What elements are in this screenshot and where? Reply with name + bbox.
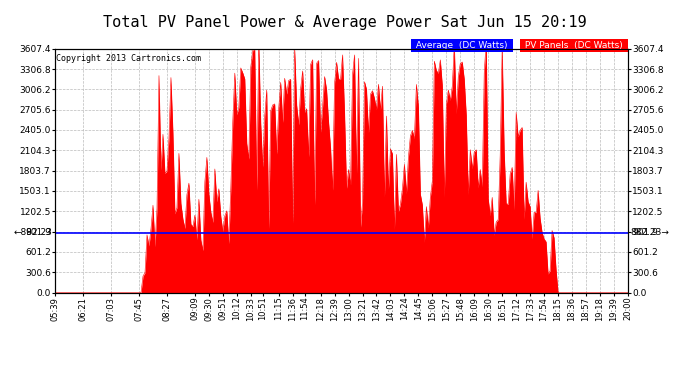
Text: 882.23→: 882.23→ (631, 228, 669, 237)
Text: PV Panels  (DC Watts): PV Panels (DC Watts) (522, 40, 626, 50)
Text: ←882.23: ←882.23 (14, 228, 52, 237)
Text: Copyright 2013 Cartronics.com: Copyright 2013 Cartronics.com (57, 54, 201, 63)
Text: Total PV Panel Power & Average Power Sat Jun 15 20:19: Total PV Panel Power & Average Power Sat… (104, 15, 586, 30)
Text: Average  (DC Watts): Average (DC Watts) (413, 40, 511, 50)
